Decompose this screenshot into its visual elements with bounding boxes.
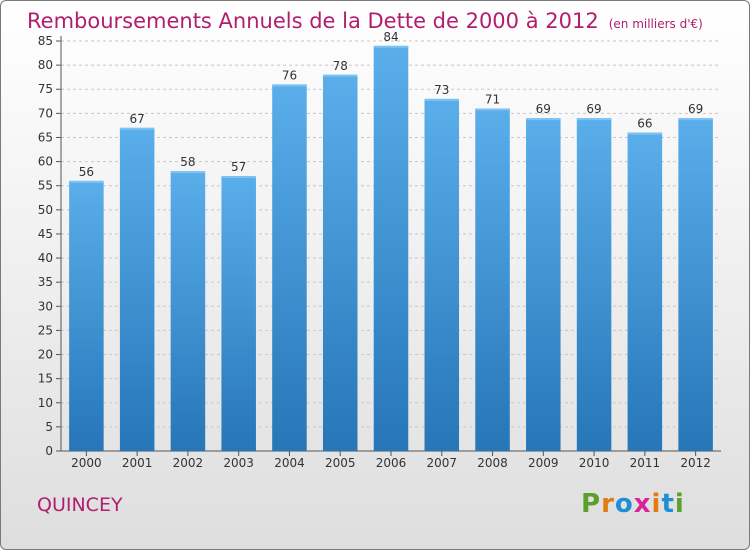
data-label: 71 <box>485 93 500 107</box>
bar <box>526 118 561 452</box>
logo-letter: t <box>661 489 675 519</box>
bar-highlight <box>627 132 663 135</box>
bar <box>322 74 358 451</box>
data-label: 84 <box>383 30 398 44</box>
y-tick-label: 40 <box>38 251 53 265</box>
labels: 56 2000 67 2001 58 2002 57 2003 76 2004 78 2005 84 20… <box>71 30 711 470</box>
y-tick-label: 75 <box>38 82 53 96</box>
chart-title-text: Remboursements Annuels de la Dette de 20… <box>27 9 599 33</box>
y-tick-label: 80 <box>38 58 53 72</box>
bar-highlight <box>69 180 104 183</box>
data-label: 78 <box>333 59 348 73</box>
x-tick-label: 2008 <box>477 456 508 470</box>
bar-highlight <box>322 74 358 77</box>
x-tick-label: 2006 <box>376 456 407 470</box>
bar <box>576 118 612 452</box>
bar <box>272 84 307 451</box>
logo-letter: r <box>601 489 615 519</box>
chart-unit: (en milliers d'€) <box>608 17 703 31</box>
x-tick-label: 2007 <box>426 456 457 470</box>
y-tick-label: 10 <box>38 396 53 410</box>
data-label: 67 <box>130 112 145 126</box>
bar-highlight <box>119 127 155 130</box>
x-tick-label: 2009 <box>528 456 559 470</box>
bar-highlight <box>221 176 256 179</box>
logo-letter: x <box>633 489 652 519</box>
chart-title: Remboursements Annuels de la Dette de 20… <box>27 9 703 33</box>
data-label: 58 <box>180 155 195 169</box>
data-label: 76 <box>282 68 297 82</box>
logo-letter: o <box>614 489 634 519</box>
bar <box>119 127 155 451</box>
bar-highlight <box>526 118 561 121</box>
y-tick-label: 60 <box>38 155 53 169</box>
logo-letter: i <box>674 489 685 519</box>
y-tick-label: 0 <box>45 444 53 458</box>
proxiti-logo: Proxiti <box>581 489 685 519</box>
y-tick-label: 25 <box>38 323 53 337</box>
bar-highlight <box>424 98 460 101</box>
bar <box>69 180 104 451</box>
y-tick-label: 5 <box>45 420 53 434</box>
bar-highlight <box>576 118 612 121</box>
data-label: 69 <box>688 102 703 116</box>
x-tick-label: 2002 <box>173 456 204 470</box>
data-label: 56 <box>79 165 94 179</box>
data-label: 69 <box>536 102 551 116</box>
bar-highlight <box>475 108 510 111</box>
x-tick-label: 2011 <box>630 456 661 470</box>
data-label: 73 <box>434 83 449 97</box>
city-name: QUINCEY <box>37 494 123 516</box>
y-tick-label: 65 <box>38 130 53 144</box>
bar-highlight <box>272 84 307 87</box>
y-tick-label: 55 <box>38 179 53 193</box>
bar <box>678 118 713 452</box>
x-tick-label: 2012 <box>680 456 711 470</box>
logo-letter: P <box>581 489 602 519</box>
x-tick-label: 2001 <box>122 456 153 470</box>
y-tick-label: 70 <box>38 106 53 120</box>
bar-highlight <box>373 45 409 48</box>
data-label: 69 <box>586 102 601 116</box>
bar <box>627 132 663 451</box>
bar <box>475 108 510 451</box>
logo-letter: i <box>651 489 662 519</box>
y-tick-label: 20 <box>38 348 53 362</box>
y-tick-label: 30 <box>38 299 53 313</box>
bar <box>424 98 460 451</box>
x-tick-label: 2000 <box>71 456 102 470</box>
bars <box>69 45 713 452</box>
x-tick-label: 2005 <box>325 456 356 470</box>
y-tick-label: 15 <box>38 372 53 386</box>
bar-highlight <box>170 171 206 174</box>
data-label: 57 <box>231 160 246 174</box>
y-tick-label: 45 <box>38 227 53 241</box>
y-tick-label: 50 <box>38 203 53 217</box>
x-tick-label: 2004 <box>274 456 305 470</box>
x-tick-label: 2010 <box>579 456 610 470</box>
bar-highlight <box>678 118 713 121</box>
data-label: 66 <box>637 117 652 131</box>
bar <box>221 176 256 451</box>
y-tick-label: 35 <box>38 275 53 289</box>
bar <box>373 45 409 452</box>
bar <box>170 171 206 451</box>
x-tick-label: 2003 <box>223 456 254 470</box>
y-tick-label: 85 <box>38 34 53 48</box>
